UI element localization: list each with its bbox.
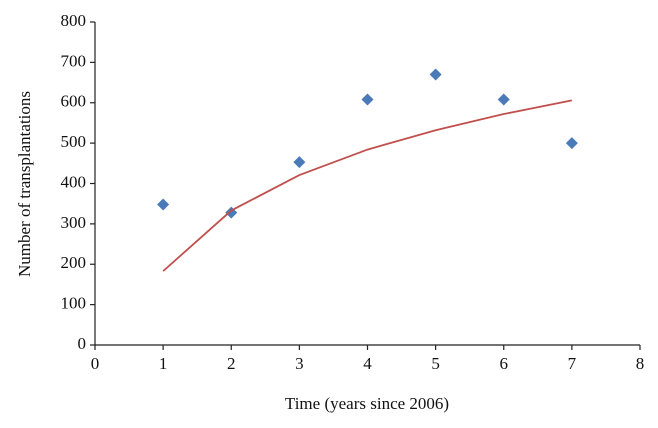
- data-point: [361, 93, 374, 106]
- y-tick-label: 200: [61, 253, 87, 272]
- y-tick-label: 300: [61, 213, 87, 232]
- x-tick-label: 3: [295, 354, 304, 373]
- data-point: [157, 198, 170, 211]
- y-tick-label: 700: [61, 51, 87, 70]
- x-axis-label: Time (years since 2006): [285, 394, 449, 413]
- x-tick-label: 1: [159, 354, 168, 373]
- x-tick-label: 4: [363, 354, 372, 373]
- x-tick-label: 0: [91, 354, 100, 373]
- x-tick-label: 8: [636, 354, 645, 373]
- x-tick-label: 6: [500, 354, 509, 373]
- x-tick-label: 7: [568, 354, 577, 373]
- y-tick-label: 500: [61, 132, 87, 151]
- data-point: [565, 137, 578, 150]
- y-tick-label: 400: [61, 172, 87, 191]
- y-tick-label: 600: [61, 92, 87, 111]
- y-tick-label: 0: [78, 334, 87, 353]
- x-tick-label: 2: [227, 354, 236, 373]
- x-tick-label: 5: [431, 354, 440, 373]
- y-tick-label: 100: [61, 294, 87, 313]
- data-point: [497, 93, 510, 106]
- data-point: [293, 156, 306, 169]
- y-axis-label: Number of transplantations: [15, 91, 34, 277]
- trend-line: [162, 99, 573, 272]
- data-point: [429, 68, 442, 81]
- y-tick-label: 800: [61, 11, 87, 30]
